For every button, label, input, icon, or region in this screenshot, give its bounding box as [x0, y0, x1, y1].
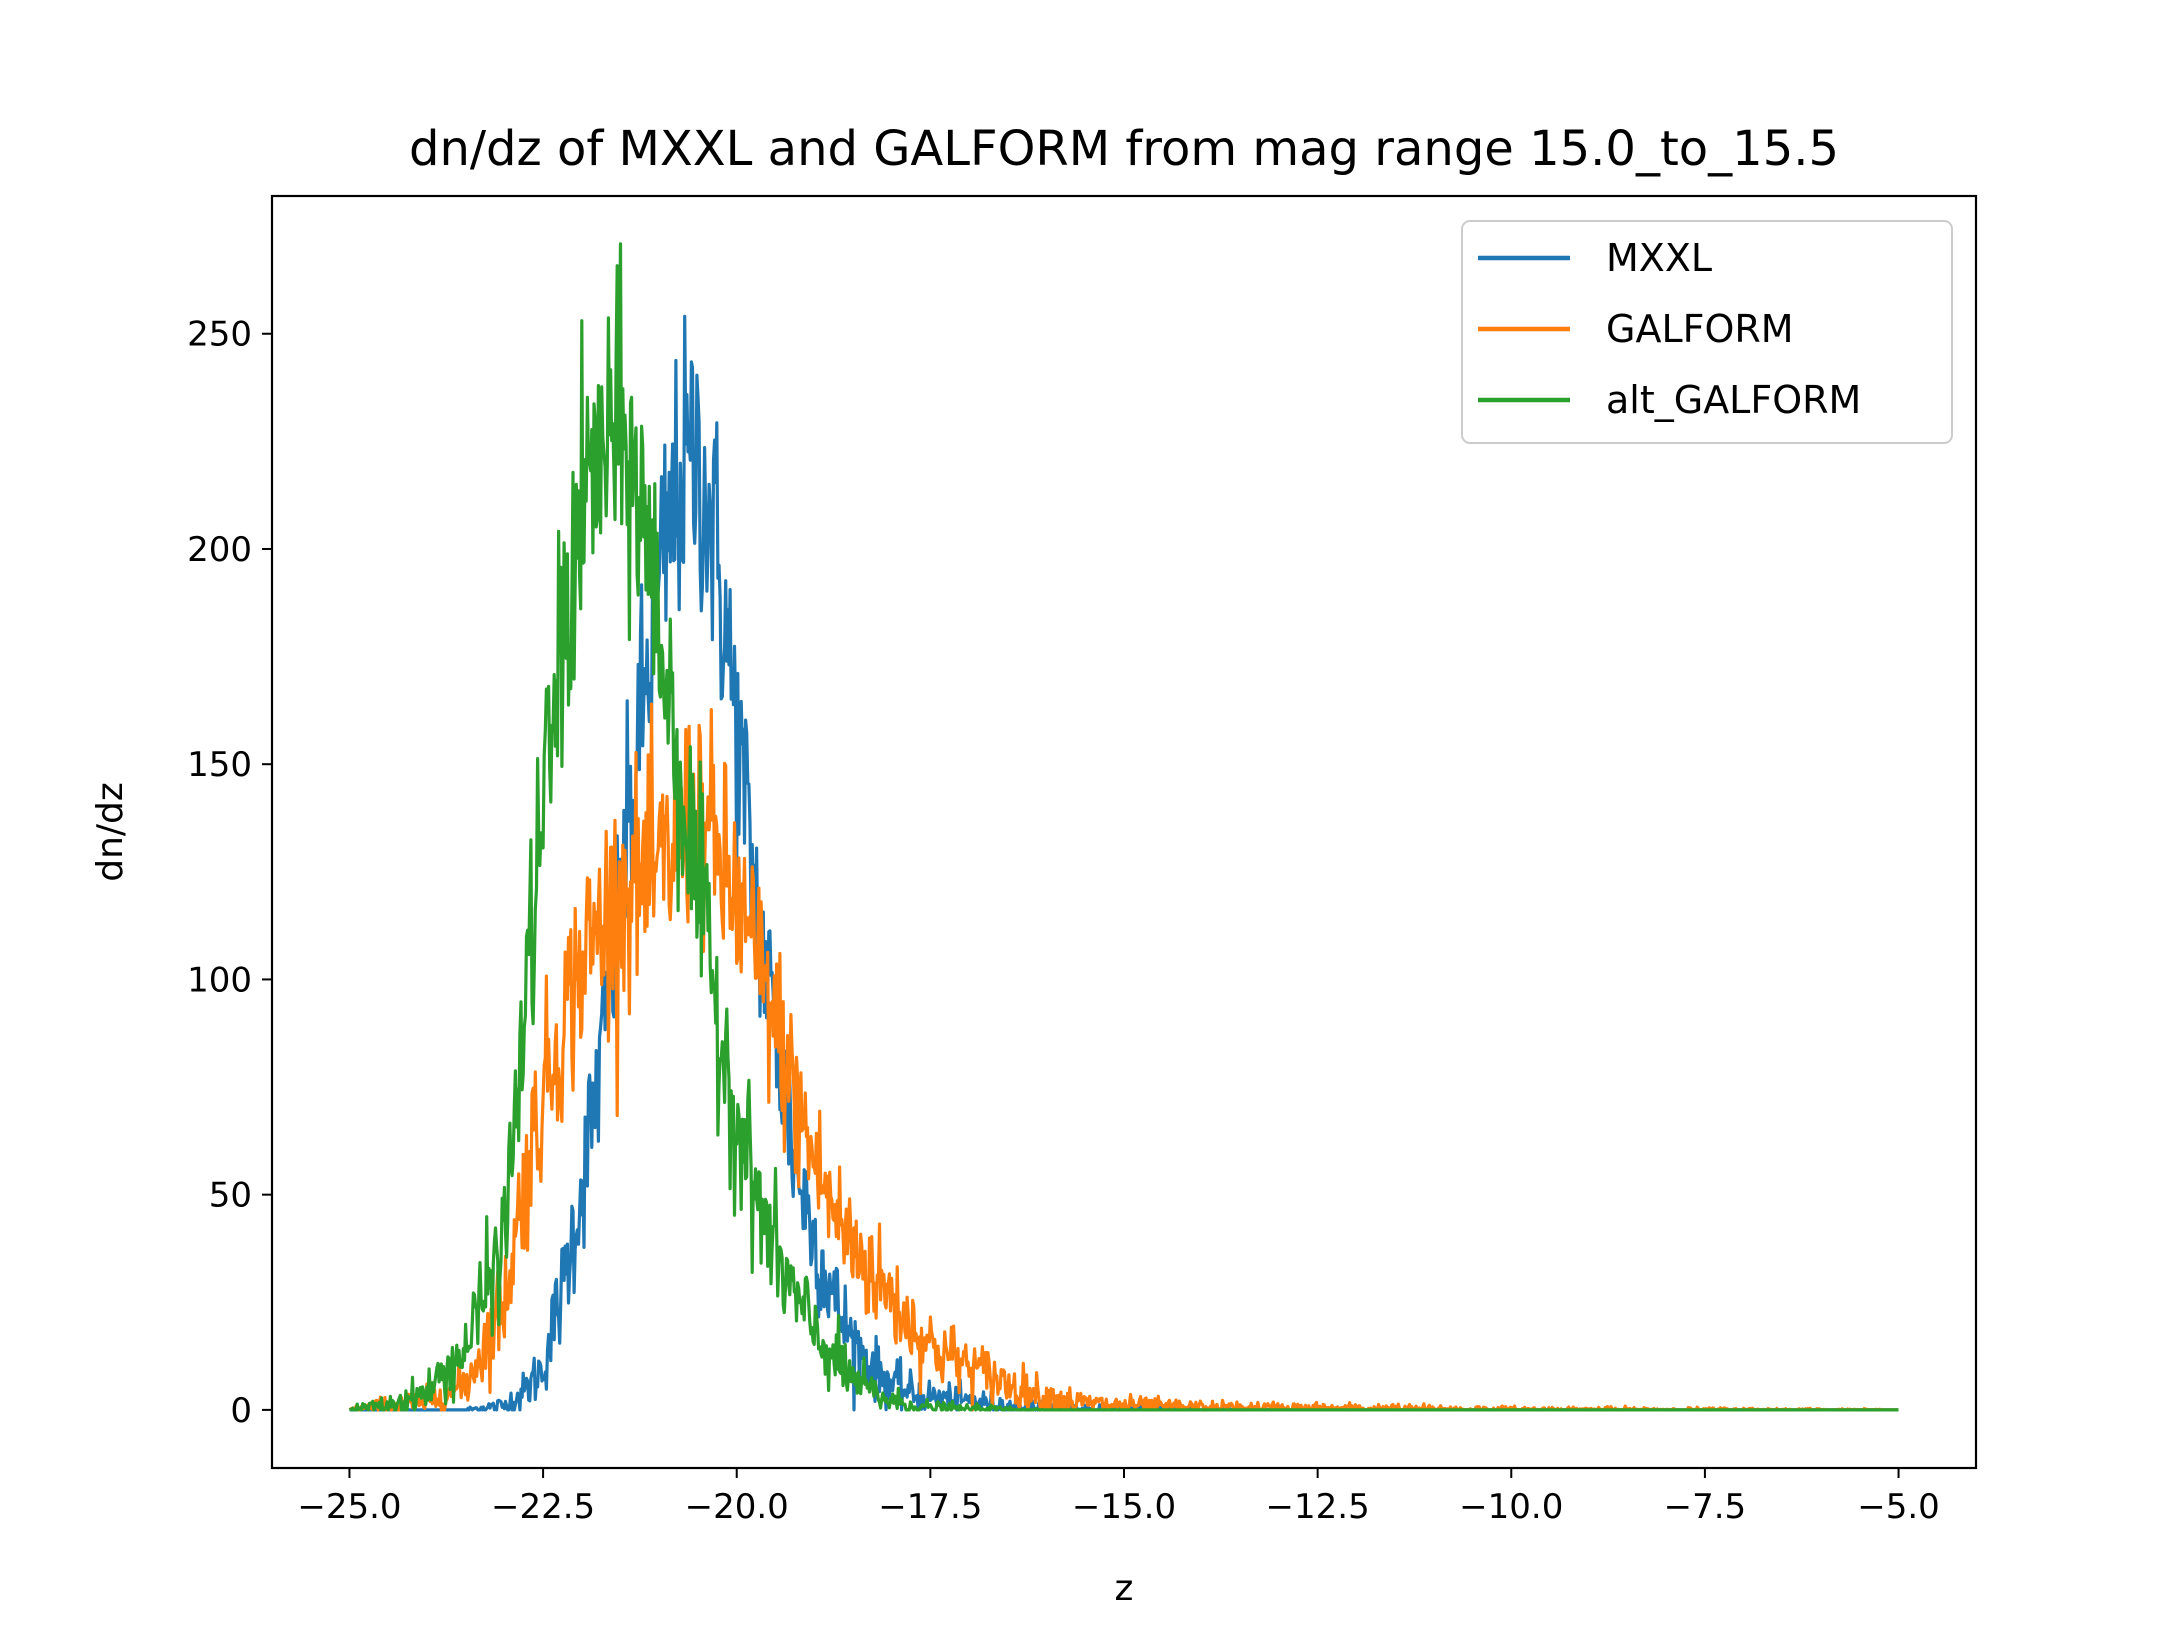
legend-label: MXXL [1606, 236, 1712, 280]
x-tick-label: −10.0 [1459, 1487, 1563, 1527]
x-tick-label: −5.0 [1857, 1487, 1940, 1527]
legend-label: alt_GALFORM [1606, 378, 1861, 422]
y-tick-label: 150 [187, 745, 252, 785]
legend: MXXL GALFORM alt_GALFORM [1461, 220, 1953, 444]
x-axis-label: z [1115, 1568, 1134, 1609]
x-tick-label: −20.0 [685, 1487, 789, 1527]
plot-frame [270, 194, 1978, 1470]
series-line [348, 242, 1899, 1412]
y-axis: 0 50 100 150 200 250 [187, 315, 272, 1431]
x-tick-label: −12.5 [1266, 1487, 1370, 1527]
x-tick-label: −22.5 [491, 1487, 595, 1527]
x-tick-label: −7.5 [1664, 1487, 1747, 1527]
x-tick-label: −25.0 [297, 1487, 401, 1527]
series-layer [348, 242, 1899, 1412]
legend-frame [1461, 220, 1953, 444]
legend-label: GALFORM [1606, 307, 1794, 351]
y-tick-label: 100 [187, 960, 252, 1000]
legend-entries: MXXL GALFORM alt_GALFORM [1478, 236, 1861, 422]
y-tick-label: 50 [209, 1176, 252, 1216]
y-axis-label: dn/dz [90, 782, 131, 882]
x-tick-label: −15.0 [1072, 1487, 1176, 1527]
y-tick-label: 0 [230, 1391, 252, 1431]
chart-title: dn/dz of MXXL and GALFORM from mag range… [409, 121, 1839, 177]
x-tick-label: −17.5 [878, 1487, 982, 1527]
y-tick-label: 250 [187, 315, 252, 355]
x-axis: −25.0 −22.5 −20.0 −17.5 −15.0 −12.5 −10.0 −7.5 −… [297, 1468, 1940, 1527]
y-tick-label: 200 [187, 530, 252, 570]
